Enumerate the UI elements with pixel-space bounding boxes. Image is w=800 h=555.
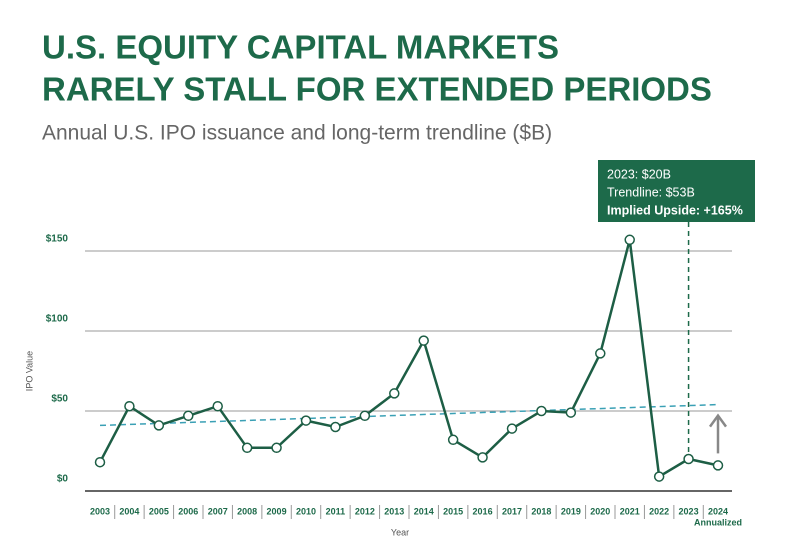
annotation-box	[598, 160, 755, 222]
upside-arrowhead	[708, 413, 728, 428]
x-tick-label: 2016	[473, 506, 493, 516]
x-tick-label: 2005	[149, 506, 169, 516]
data-point	[330, 421, 341, 433]
x-tick-label: 2009	[267, 506, 287, 516]
data-point	[536, 405, 547, 417]
x-tick-label: 2006	[178, 506, 198, 516]
y-tick-label: $150	[46, 234, 69, 245]
y-tick-label: $50	[51, 394, 68, 405]
data-point	[153, 420, 165, 431]
series-line	[98, 239, 719, 479]
y-axis-label: IPO Value	[24, 351, 34, 391]
x-tick-label: 2013	[384, 506, 404, 516]
data-point	[359, 410, 371, 422]
annotation-text: 2023: $20B	[607, 167, 671, 181]
x-tick-label: 2008	[237, 506, 257, 516]
data-point	[565, 407, 577, 418]
data-point	[389, 388, 400, 399]
annotation-text: Trendline: $53B	[607, 185, 695, 199]
y-tick-label: $100	[46, 314, 69, 325]
x-tick-label: 2003	[90, 506, 110, 516]
x-tick-label: 2004	[119, 506, 139, 516]
x-tick-label: 2020	[590, 506, 610, 516]
data-point	[712, 460, 724, 471]
x-tick-label: 2015	[443, 506, 463, 516]
x-tick-label: 2018	[531, 506, 551, 516]
chart-title: U.S. EQUITY CAPITAL MARKETS	[42, 29, 559, 66]
y-tick-label: $0	[57, 474, 69, 485]
data-point	[94, 456, 106, 468]
data-point	[241, 442, 253, 454]
data-point	[418, 335, 429, 346]
x-axis-label: Year	[391, 527, 409, 537]
chart-subtitle: Annual U.S. IPO issuance and long-term t…	[42, 122, 552, 145]
data-point	[212, 400, 223, 412]
data-point	[183, 410, 194, 422]
chart-title: RARELY STALL FOR EXTENDED PERIODS	[42, 71, 712, 108]
data-point	[300, 415, 312, 426]
x-tick-label: 2011	[326, 506, 346, 516]
annotation-text: Implied Upside: +165%	[607, 203, 743, 217]
x-tick-label: 2010	[296, 506, 316, 516]
x-tick-label: 2014	[414, 506, 434, 516]
x-tick-label: 2023	[679, 506, 699, 516]
data-point	[506, 423, 518, 434]
x-tick-label: 2022	[649, 506, 669, 516]
x-tick-label: 2021	[620, 506, 640, 516]
x-tick-label: 2017	[502, 506, 522, 516]
x-tick-label: 2012	[355, 506, 375, 516]
x-tick-label: 2019	[561, 506, 581, 516]
data-point	[683, 453, 694, 465]
x-tick-note: Annualized	[694, 517, 742, 527]
data-point	[447, 434, 459, 446]
data-point	[271, 442, 282, 454]
x-tick-label: 2007	[208, 506, 228, 516]
data-point	[124, 400, 135, 412]
data-point	[477, 452, 488, 463]
data-point	[653, 471, 665, 482]
x-tick-label: 2024	[708, 506, 728, 516]
data-point	[595, 348, 606, 359]
data-point	[624, 234, 635, 246]
trendline	[99, 403, 719, 427]
